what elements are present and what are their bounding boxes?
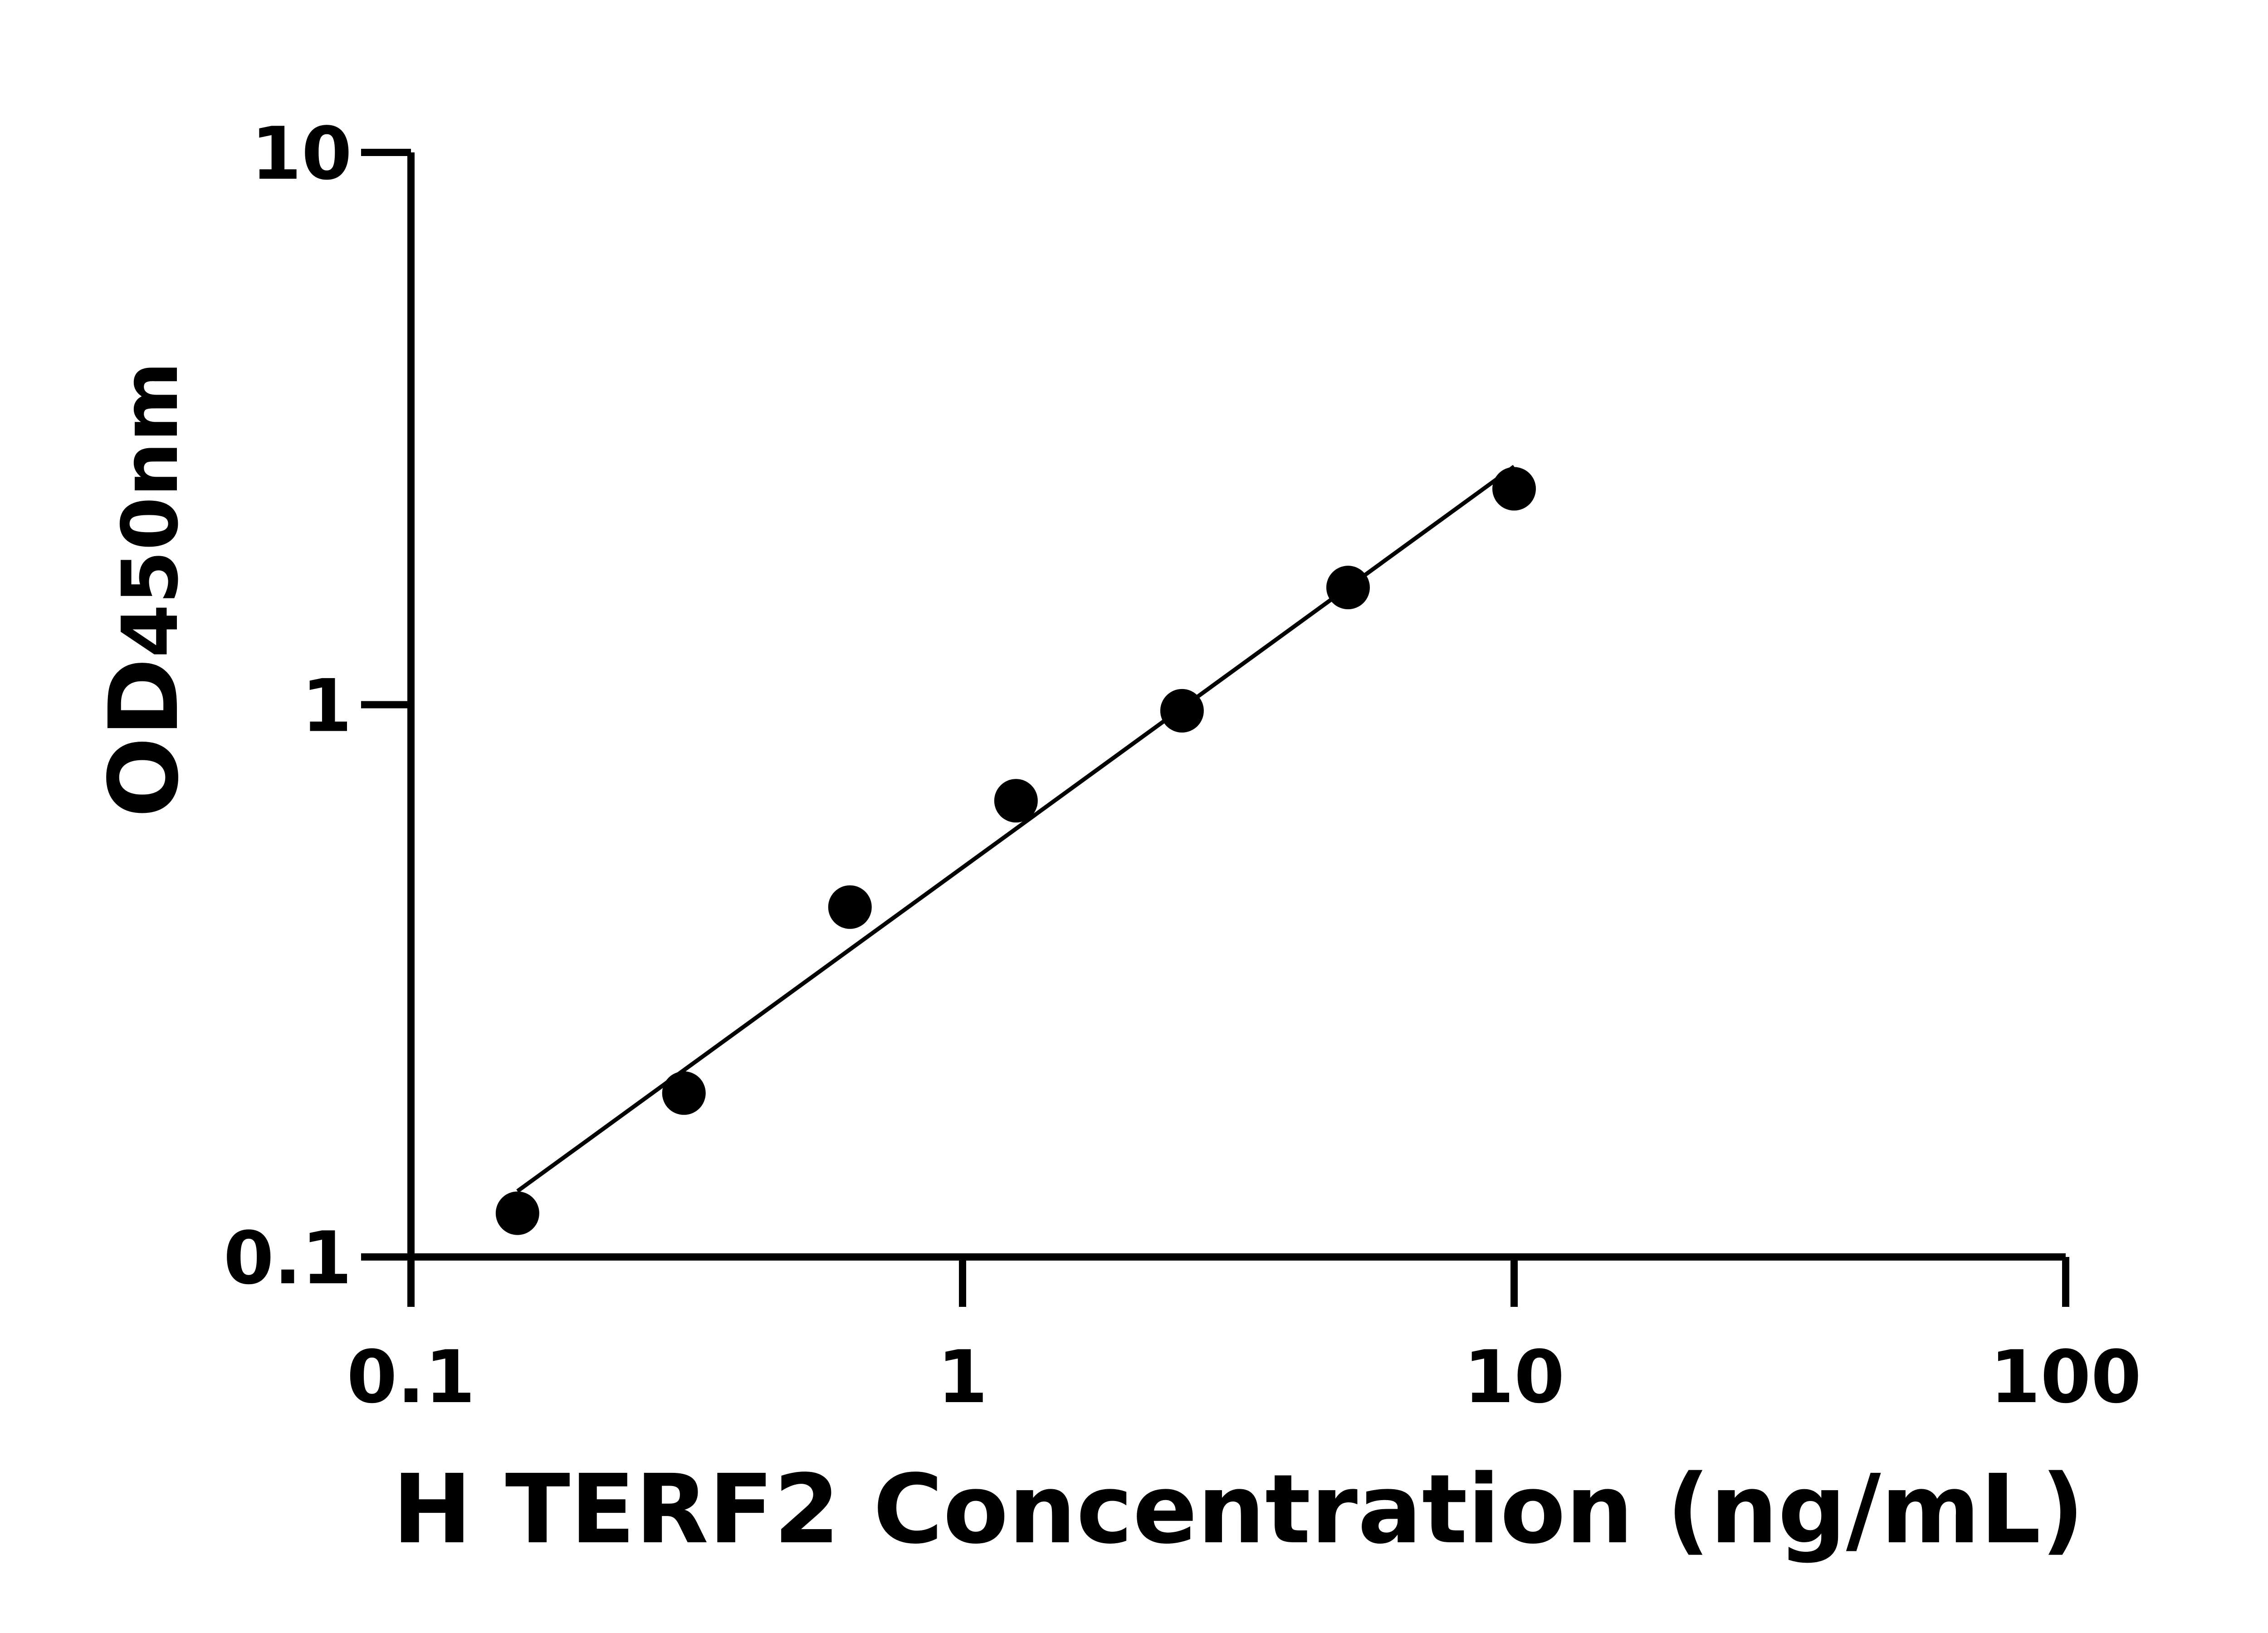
y-axis-label-sub: 450nm: [106, 362, 196, 658]
data-point: [828, 885, 872, 929]
data-point: [495, 1191, 539, 1235]
y-tick-label: 1: [302, 664, 352, 748]
data-points: [495, 467, 1536, 1235]
x-tick-label: 0.1: [347, 1335, 475, 1419]
axes: 0.1 1 10 100 0.1 1 10: [224, 111, 2141, 1419]
x-tick-label: 1: [937, 1335, 987, 1419]
data-point: [1160, 689, 1204, 733]
x-tick-label: 10: [1464, 1335, 1565, 1419]
y-tick-label: 0.1: [224, 1216, 352, 1301]
x-axis-label: H TERF2 Concentration (ng/mL): [392, 1454, 2084, 1565]
x-tick-label: 100: [1990, 1335, 2141, 1419]
data-point: [1326, 566, 1370, 610]
y-axis-label: OD450nm: [88, 362, 200, 818]
y-tick-label: 10: [251, 111, 352, 196]
y-axis-label-main: OD: [88, 658, 200, 818]
data-point: [1492, 467, 1536, 511]
data-point: [994, 779, 1038, 823]
data-point: [662, 1071, 706, 1115]
